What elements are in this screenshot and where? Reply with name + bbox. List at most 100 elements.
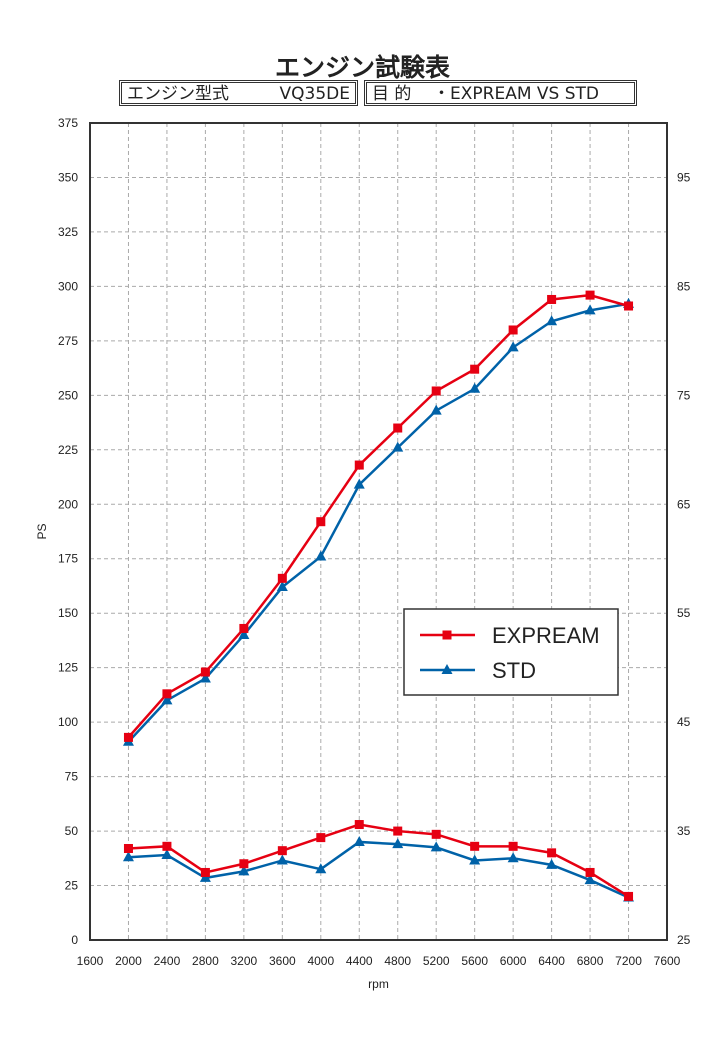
- x-tick-label: 5200: [423, 954, 450, 968]
- y-tick-label: 0: [71, 933, 78, 947]
- x-tick-label: 6000: [500, 954, 527, 968]
- y-tick-label: 25: [65, 879, 79, 893]
- y2-tick-label: 45: [677, 715, 691, 729]
- data-point-expream: [162, 689, 172, 699]
- data-point-expream: [239, 859, 249, 869]
- y-tick-label: 225: [58, 443, 78, 457]
- data-point-std: [276, 581, 288, 592]
- y2-tick-label: 25: [677, 933, 691, 947]
- y-tick-label: 200: [58, 497, 78, 511]
- x-tick-label: 7200: [615, 954, 642, 968]
- x-tick-label: 7600: [654, 954, 681, 968]
- x-tick-label: 5600: [461, 954, 488, 968]
- x-tick-label: 4400: [346, 954, 373, 968]
- engine-type-box: エンジン型式 VQ35DE: [119, 80, 358, 106]
- x-tick-label: 3200: [231, 954, 258, 968]
- purpose-label: 目 的: [372, 84, 412, 104]
- data-point-std: [546, 858, 558, 869]
- y2-tick-label: 85: [677, 279, 691, 293]
- data-point-expream: [585, 290, 595, 300]
- data-point-std: [122, 851, 134, 862]
- data-point-expream: [470, 364, 480, 374]
- y-tick-label: 150: [58, 606, 78, 620]
- purpose-value: ・EXPREAM VS STD: [433, 84, 600, 104]
- series-line-expream-right: [128, 823, 630, 898]
- legend: [403, 608, 619, 696]
- data-point-expream: [123, 843, 133, 853]
- data-point-expream: [354, 820, 364, 830]
- x-tick-label: 2400: [154, 954, 181, 968]
- data-point-expream: [470, 841, 480, 851]
- data-point-std: [584, 874, 596, 885]
- y-tick-label: 50: [65, 824, 79, 838]
- purpose-box: 目 的 ・EXPREAM VS STD: [364, 80, 637, 106]
- y-tick-label: 375: [58, 116, 78, 130]
- data-point-std: [353, 478, 365, 489]
- data-point-expream: [162, 841, 172, 851]
- data-point-std: [199, 672, 211, 683]
- data-point-expream: [585, 867, 595, 877]
- data-point-std: [584, 304, 596, 315]
- data-point-expream: [547, 848, 557, 858]
- data-point-std: [315, 863, 327, 874]
- engine-type-label: エンジン型式: [127, 84, 229, 104]
- data-point-std: [276, 854, 288, 865]
- y2-tick-label: 35: [677, 824, 691, 838]
- y2-tick-label: 65: [677, 497, 691, 511]
- y2-tick-label: 55: [677, 606, 691, 620]
- engine-type-value: VQ35DE: [279, 84, 350, 104]
- y-tick-label: 350: [58, 170, 78, 184]
- data-point-std: [546, 315, 558, 326]
- data-point-expream: [431, 386, 441, 396]
- data-point-expream: [547, 294, 557, 304]
- x-tick-label: 1600: [77, 954, 104, 968]
- data-point-std: [430, 404, 442, 415]
- x-tick-label: 2800: [192, 954, 219, 968]
- chart-title: エンジン試験表: [274, 53, 450, 82]
- y-tick-label: 75: [65, 770, 79, 784]
- data-point-expream: [200, 667, 210, 677]
- legend-marker-expream: [442, 630, 452, 640]
- data-point-expream: [393, 423, 403, 433]
- data-point-expream: [508, 325, 518, 335]
- x-tick-label: 2000: [115, 954, 142, 968]
- data-point-std: [469, 382, 481, 393]
- data-point-expream: [316, 517, 326, 527]
- data-point-std: [430, 841, 442, 852]
- data-point-expream: [508, 841, 518, 851]
- data-point-std: [315, 550, 327, 561]
- data-point-expream: [393, 826, 403, 836]
- data-point-std: [392, 441, 404, 452]
- data-point-std: [392, 838, 404, 849]
- y-tick-label: 300: [58, 279, 78, 293]
- series-line-expream-left: [127, 293, 629, 739]
- y-tick-label: 175: [58, 552, 78, 566]
- data-point-std: [161, 694, 173, 705]
- series-line-std-left: [127, 302, 629, 743]
- data-point-std: [507, 341, 519, 352]
- x-tick-label: 3600: [269, 954, 296, 968]
- data-point-std: [238, 865, 250, 876]
- data-point-expream: [123, 732, 133, 742]
- x-tick-label: 6800: [577, 954, 604, 968]
- y-tick-label: 325: [58, 225, 78, 239]
- plot-frame: [89, 122, 668, 941]
- data-point-expream: [277, 846, 287, 856]
- data-point-std: [238, 628, 250, 639]
- legend-label-expream: EXPREAM: [492, 623, 600, 648]
- legend-marker-std: [441, 664, 453, 674]
- data-point-expream: [624, 891, 634, 901]
- data-point-std: [161, 849, 173, 860]
- y-tick-label: 100: [58, 715, 78, 729]
- series-line-std-right: [128, 840, 630, 899]
- data-point-std: [507, 852, 519, 863]
- data-point-expream: [624, 301, 634, 311]
- data-point-expream: [277, 573, 287, 583]
- data-point-expream: [316, 833, 326, 843]
- data-point-std: [469, 854, 481, 865]
- data-point-std: [353, 835, 365, 846]
- legend-label-std: STD: [492, 658, 536, 683]
- y2-tick-label: 75: [677, 388, 691, 402]
- data-point-expream: [239, 623, 249, 633]
